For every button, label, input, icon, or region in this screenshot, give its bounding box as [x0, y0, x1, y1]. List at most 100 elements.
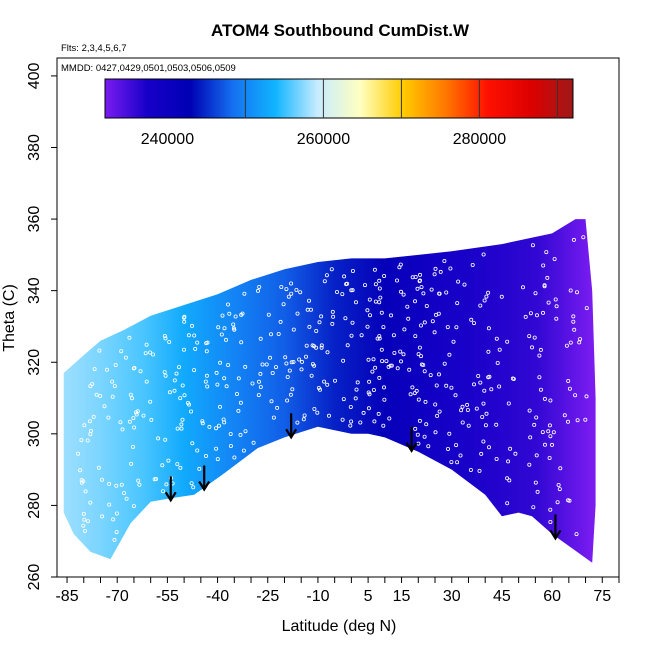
observation-marker	[239, 312, 244, 317]
observation-marker	[505, 501, 510, 506]
observation-marker	[131, 416, 136, 421]
observation-marker	[424, 422, 429, 427]
observation-marker	[82, 517, 87, 522]
observation-marker	[310, 362, 315, 367]
observation-marker	[546, 429, 551, 434]
observation-marker	[433, 266, 438, 271]
observation-marker	[256, 379, 261, 384]
observation-marker	[413, 274, 418, 279]
observation-marker	[401, 292, 406, 297]
observation-marker	[239, 340, 244, 345]
observation-marker	[291, 327, 296, 332]
observation-marker	[193, 346, 198, 351]
observation-marker	[548, 434, 553, 439]
observation-marker	[76, 451, 81, 456]
observation-marker	[295, 311, 300, 316]
observation-marker	[200, 419, 205, 424]
observation-marker	[474, 406, 479, 411]
observation-marker	[531, 505, 536, 510]
observation-marker	[350, 320, 355, 325]
observation-marker	[243, 364, 248, 369]
observation-marker	[203, 379, 208, 384]
observation-marker	[366, 406, 371, 411]
observation-marker	[340, 417, 345, 422]
observation-marker	[81, 511, 86, 516]
observation-marker	[412, 391, 417, 396]
observation-marker	[377, 300, 382, 305]
arrow-marker	[285, 413, 298, 440]
observation-marker	[367, 313, 372, 318]
observation-marker	[477, 468, 482, 473]
observation-marker	[160, 489, 165, 494]
y-axis: 260 280 300 320 340 360 380 400	[26, 62, 57, 590]
observation-marker	[102, 404, 107, 409]
observation-marker	[543, 442, 548, 447]
colorbar-tick-label: 260000	[297, 131, 350, 148]
observation-marker	[558, 466, 563, 471]
observation-marker	[486, 290, 491, 295]
observation-marker	[112, 384, 117, 389]
observation-marker	[295, 420, 300, 425]
observation-marker	[349, 419, 354, 424]
observation-marker	[217, 404, 222, 409]
arrow-marker	[549, 514, 562, 541]
observation-marker	[432, 272, 437, 277]
observation-marker	[478, 380, 483, 385]
observation-marker	[223, 337, 228, 342]
observation-marker	[236, 408, 241, 413]
observation-marker	[376, 411, 381, 416]
observation-marker	[156, 436, 161, 441]
observation-marker	[271, 415, 276, 420]
colorbar-tick-label: 240000	[141, 131, 194, 148]
observation-marker	[264, 362, 269, 367]
observation-marker	[329, 267, 334, 272]
observation-marker	[505, 476, 510, 481]
observation-marker	[387, 416, 392, 421]
observation-marker	[458, 453, 463, 458]
observation-marker	[379, 310, 384, 315]
observation-marker	[83, 489, 88, 494]
observation-marker	[226, 362, 231, 367]
x-tick-label: 15	[393, 588, 411, 605]
observation-marker	[415, 286, 420, 291]
observation-marker	[307, 324, 312, 329]
observation-marker	[479, 451, 484, 456]
observation-marker	[325, 382, 330, 387]
observation-marker	[258, 336, 263, 341]
observation-marker	[583, 417, 588, 422]
observation-marker	[179, 422, 184, 427]
observation-marker	[534, 453, 539, 458]
observation-marker	[112, 537, 117, 542]
observation-marker	[291, 359, 296, 364]
observation-marker	[81, 523, 86, 528]
observation-marker	[482, 298, 487, 303]
observation-marker	[445, 446, 450, 451]
observation-marker	[228, 431, 233, 436]
observation-marker	[480, 414, 485, 419]
x-axis: -85 -70 -55 -40 -25 -10 5 15 30 45 60 75	[55, 577, 620, 605]
observation-marker	[373, 365, 378, 370]
observation-marker	[562, 413, 567, 418]
observation-marker	[343, 316, 348, 321]
observation-marker	[398, 359, 403, 364]
observation-marker	[486, 445, 491, 450]
observation-marker	[367, 379, 372, 384]
observation-marker	[554, 304, 559, 309]
observation-marker	[141, 413, 146, 418]
observation-marker	[428, 373, 433, 378]
observation-marker	[92, 367, 97, 372]
observation-marker	[85, 438, 90, 443]
observation-marker	[309, 373, 314, 378]
observation-marker	[162, 333, 167, 338]
observation-marker	[322, 379, 327, 384]
observation-marker	[456, 279, 461, 284]
y-tick-label: 320	[26, 349, 43, 376]
observation-marker	[575, 418, 580, 423]
observation-marker	[568, 340, 573, 345]
observation-marker	[150, 352, 155, 357]
x-tick-label: -85	[55, 588, 78, 605]
observation-marker	[136, 478, 141, 483]
observation-marker	[310, 343, 315, 348]
observation-marker	[481, 439, 486, 444]
observation-marker	[550, 442, 555, 447]
